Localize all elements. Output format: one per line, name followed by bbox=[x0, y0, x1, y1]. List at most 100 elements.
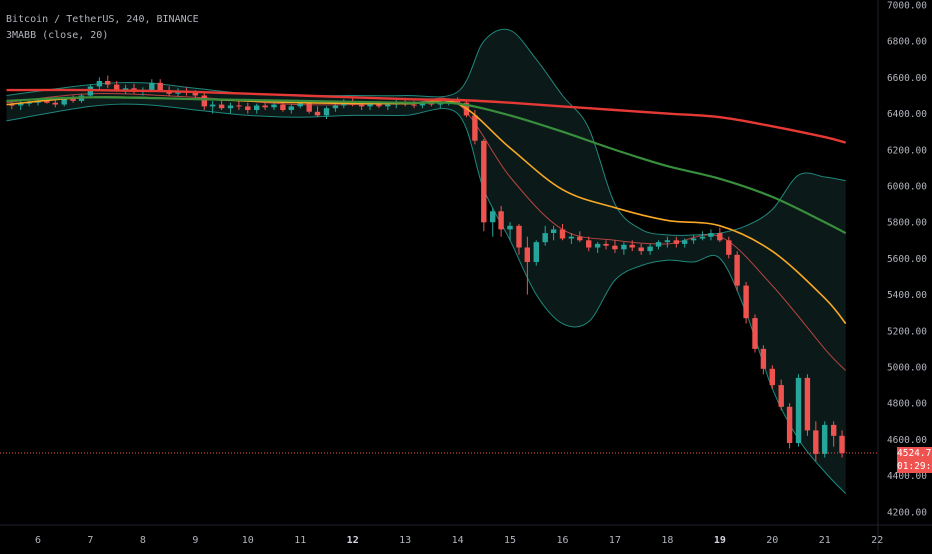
candle-body bbox=[795, 377, 802, 444]
candle-body bbox=[524, 247, 530, 262]
candle bbox=[586, 236, 592, 252]
candle bbox=[332, 102, 339, 112]
candle-body bbox=[717, 233, 723, 241]
time-tick-label: 18 bbox=[661, 535, 673, 546]
candle-body bbox=[612, 245, 618, 250]
candle bbox=[507, 222, 513, 241]
time-tick-label: 19 bbox=[714, 535, 726, 546]
candle-body bbox=[638, 247, 644, 252]
candle bbox=[664, 236, 671, 248]
candle-body bbox=[673, 240, 679, 244]
candle bbox=[218, 99, 225, 110]
candle-body bbox=[559, 229, 566, 239]
candle-body bbox=[297, 103, 303, 107]
candle bbox=[96, 77, 103, 91]
price-tick-label: 5000.00 bbox=[887, 363, 927, 374]
candle bbox=[822, 421, 828, 458]
candle-body bbox=[481, 140, 487, 223]
candle bbox=[533, 240, 539, 266]
time-tick-label: 17 bbox=[609, 535, 621, 546]
candle bbox=[271, 101, 277, 110]
candle-body bbox=[306, 103, 312, 112]
candle-body bbox=[61, 99, 67, 105]
candle-body bbox=[454, 100, 461, 103]
bar-countdown-label: 01:29:03 bbox=[897, 459, 932, 473]
candle bbox=[638, 243, 644, 255]
candle bbox=[717, 227, 723, 243]
symbol-title: Bitcoin / TetherUS, 240, BINANCE bbox=[6, 14, 199, 25]
time-tick-label: 15 bbox=[504, 535, 516, 546]
candle bbox=[603, 240, 609, 250]
candle bbox=[52, 100, 58, 108]
candle-body bbox=[52, 102, 58, 105]
time-tick-label: 9 bbox=[192, 535, 198, 546]
candle-body bbox=[70, 99, 76, 101]
candle-body bbox=[831, 424, 837, 436]
candle-body bbox=[18, 103, 24, 106]
candle-body bbox=[699, 236, 706, 239]
candle bbox=[236, 100, 242, 110]
candle-body bbox=[542, 233, 548, 243]
candle bbox=[655, 240, 662, 250]
candle bbox=[524, 236, 530, 295]
candle-body bbox=[385, 104, 391, 107]
candle-body bbox=[9, 104, 15, 106]
price-tick-label: 5400.00 bbox=[887, 290, 927, 301]
candle bbox=[699, 231, 706, 241]
candle bbox=[760, 345, 767, 375]
candle bbox=[254, 103, 260, 114]
candle-body bbox=[664, 240, 671, 243]
candle bbox=[568, 233, 575, 244]
candle bbox=[831, 421, 837, 447]
candle bbox=[813, 421, 819, 462]
ma-long-line bbox=[6, 88, 847, 144]
candle-body bbox=[586, 240, 592, 248]
candle bbox=[786, 403, 793, 449]
candle bbox=[621, 242, 627, 255]
candle bbox=[227, 102, 234, 114]
candle-body bbox=[218, 104, 225, 109]
price-tick-label: 6800.00 bbox=[887, 37, 927, 48]
time-tick-label: 10 bbox=[242, 535, 254, 546]
candle-body bbox=[227, 105, 234, 109]
bollinger-upper-line bbox=[6, 28, 846, 236]
candle-body bbox=[288, 106, 294, 110]
time-tick-label: 14 bbox=[452, 535, 464, 546]
candle-body bbox=[419, 102, 426, 106]
candle bbox=[323, 106, 330, 120]
candle bbox=[839, 430, 845, 458]
price-tick-label: 5800.00 bbox=[887, 218, 927, 229]
candle-body bbox=[655, 242, 662, 247]
ma-short-line bbox=[6, 96, 847, 325]
candle-body bbox=[752, 318, 758, 349]
candle bbox=[795, 374, 802, 447]
candle-body bbox=[629, 244, 635, 248]
candle-body bbox=[314, 111, 321, 116]
candle-body bbox=[157, 82, 163, 90]
candle-body bbox=[804, 377, 811, 431]
candle-body bbox=[568, 236, 575, 239]
candle-body bbox=[507, 225, 513, 230]
candle-body bbox=[760, 348, 767, 369]
price-tick-label: 6000.00 bbox=[887, 182, 927, 193]
candle-body bbox=[594, 243, 601, 248]
candle bbox=[708, 229, 714, 241]
candle bbox=[690, 234, 697, 244]
candle-body bbox=[96, 81, 103, 87]
candle bbox=[734, 251, 740, 291]
time-tick-label: 16 bbox=[556, 535, 568, 546]
candle bbox=[481, 138, 487, 232]
candle-body bbox=[839, 435, 845, 453]
candle-body bbox=[769, 368, 775, 386]
candle-body bbox=[44, 100, 50, 103]
price-tick-label: 6600.00 bbox=[887, 73, 927, 84]
candle-body bbox=[114, 84, 120, 90]
candle bbox=[542, 225, 548, 246]
candle bbox=[314, 106, 321, 118]
candle-body bbox=[734, 254, 740, 286]
candle bbox=[209, 100, 216, 114]
candle-body bbox=[533, 242, 539, 262]
candle bbox=[201, 91, 207, 110]
